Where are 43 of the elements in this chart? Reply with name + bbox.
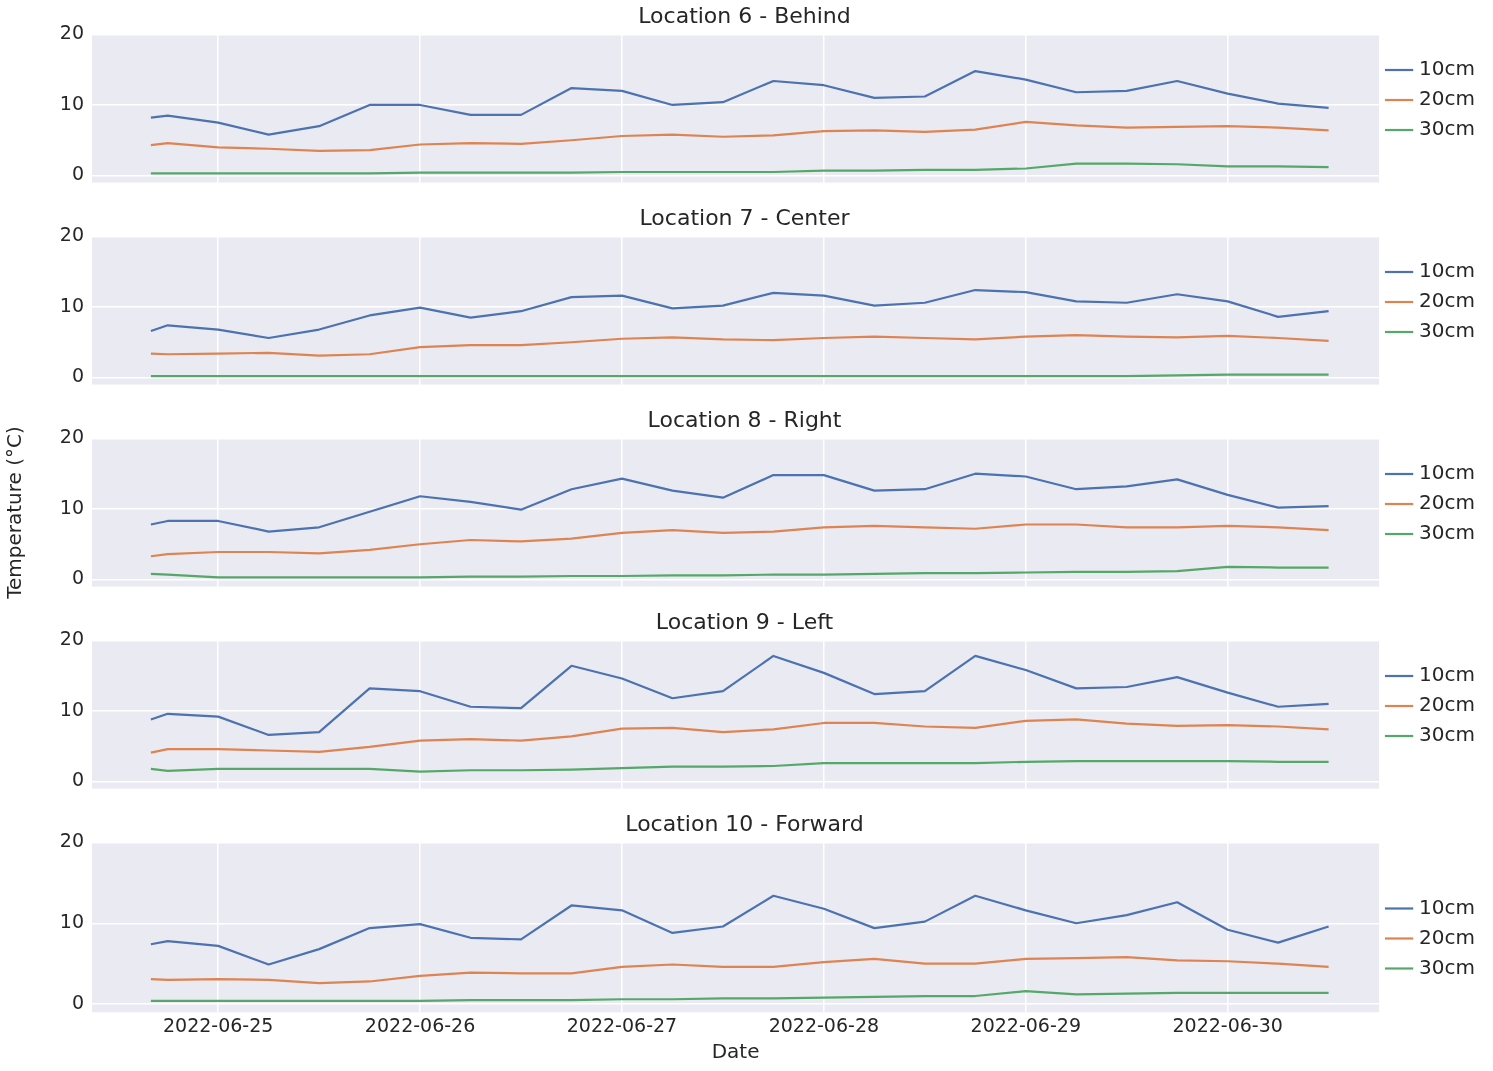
chart-title: Location 8 - Right [647,406,842,432]
legend-label: 10cm [1419,258,1476,283]
x-tick-label: 2022-06-25 [162,1013,274,1036]
x-tick-label: 2022-06-29 [970,1013,1081,1036]
legend-label: 30cm [1419,954,1476,979]
y-tick-label: 10 [59,697,84,720]
chart-title: Location 10 - Forward [625,810,864,836]
legend-label: 30cm [1419,116,1476,141]
x-tick-label: 2022-06-27 [566,1013,678,1036]
y-tick-label: 20 [59,21,84,44]
legend-label: 10cm [1419,56,1476,81]
y-tick-label: 0 [71,991,84,1014]
x-tick-label: 2022-06-30 [1172,1013,1283,1036]
legend-label: 20cm [1419,86,1476,111]
y-tick-label: 0 [71,162,84,185]
y-tick-label: 10 [59,495,84,518]
y-tick-label: 10 [59,910,84,933]
legend-label: 10cm [1419,460,1476,485]
y-tick-label: 20 [59,425,84,448]
x-axis-title: Date [711,1039,760,1064]
y-tick-label: 20 [59,627,84,650]
y-tick-label: 0 [71,768,84,791]
x-tick-label: 2022-06-28 [768,1013,880,1036]
y-tick-label: 0 [71,566,84,589]
y-tick-label: 20 [59,829,84,852]
y-tick-label: 10 [59,293,84,316]
y-tick-label: 20 [59,223,84,246]
legend-label: 20cm [1419,288,1476,313]
x-tick-label: 2022-06-26 [364,1013,476,1036]
legend-label: 30cm [1419,318,1476,343]
chart-title: Location 7 - Center [639,204,851,230]
legend-label: 30cm [1419,722,1476,747]
chart-title: Location 9 - Left [655,608,834,634]
y-tick-label: 10 [59,91,84,114]
legend-label: 10cm [1419,662,1476,687]
chart-title: Location 6 - Behind [638,2,851,28]
y-tick-label: 0 [71,364,84,387]
legend-label: 10cm [1419,894,1476,919]
legend-label: 20cm [1419,692,1476,717]
y-axis-title: Temperature (°C) [2,426,27,600]
legend-label: 30cm [1419,520,1476,545]
legend-label: 20cm [1419,490,1476,515]
legend-label: 20cm [1419,924,1476,949]
